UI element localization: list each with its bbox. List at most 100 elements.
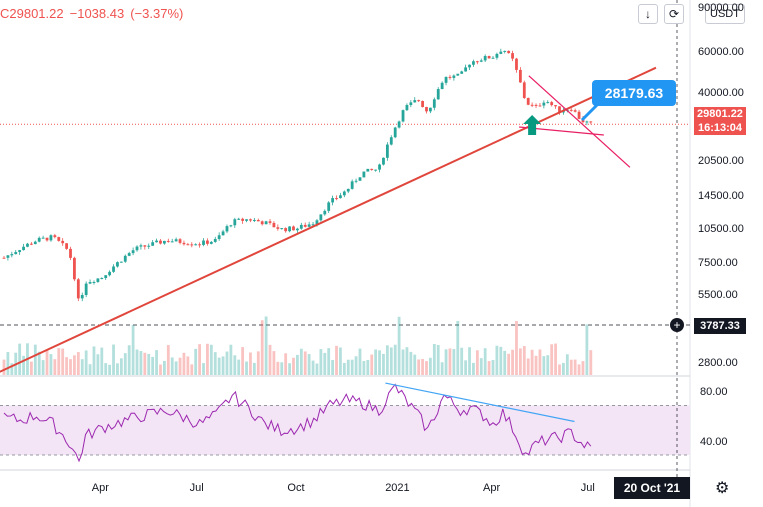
- volume-bar: [452, 349, 456, 375]
- volume-bar: [440, 362, 444, 375]
- volume-bar: [73, 355, 76, 375]
- volume-bar: [162, 360, 166, 375]
- autoscale-icon: ⟳: [668, 7, 680, 21]
- volume-bar: [288, 363, 291, 375]
- volume-bar: [190, 364, 194, 375]
- candle-body: [127, 253, 131, 256]
- volume-bar: [202, 363, 205, 375]
- candle-body: [237, 218, 241, 220]
- volume-bar: [186, 356, 190, 375]
- candle-body: [92, 281, 96, 283]
- candle-body: [366, 168, 370, 172]
- candle-body: [577, 111, 581, 119]
- volume-bar: [84, 350, 88, 375]
- volume-bar: [112, 344, 115, 375]
- volume-bar: [53, 359, 57, 375]
- volume-bar: [37, 351, 41, 375]
- buy-arrow-icon: [523, 115, 542, 135]
- crosshair-date-tag: 20 Oct '21: [614, 477, 690, 499]
- candle-body: [495, 53, 499, 58]
- volume-bar: [315, 363, 319, 375]
- candle-body: [288, 226, 291, 232]
- candle-body: [522, 82, 526, 98]
- volume-bar: [413, 354, 417, 375]
- volume-bar: [252, 362, 256, 375]
- price-axis-tick: 7500.00: [698, 257, 738, 270]
- volume-bar: [358, 348, 362, 375]
- volume-bar: [565, 354, 569, 375]
- candle-body: [49, 235, 53, 241]
- candle-body: [174, 239, 178, 242]
- volume-bar: [511, 349, 514, 375]
- volume-bar: [209, 344, 213, 375]
- candle-body: [354, 180, 358, 182]
- candle-body: [534, 104, 538, 106]
- candle-body: [491, 57, 495, 59]
- candle-body: [303, 224, 307, 227]
- volume-bar: [331, 359, 335, 375]
- volume-bar: [405, 347, 409, 375]
- autoscale-button[interactable]: ⟳: [664, 4, 684, 24]
- scroll-to-latest-button[interactable]: ↓: [638, 4, 658, 24]
- settings-gear-icon[interactable]: ⚙: [715, 480, 730, 497]
- candle-body: [143, 245, 147, 247]
- price-change-percent: (−3.37%): [130, 6, 184, 21]
- time-axis-tick: Apr: [91, 482, 109, 494]
- candle-body: [252, 219, 256, 221]
- volume-bar: [409, 351, 413, 375]
- candle-body: [233, 219, 237, 226]
- volume-bar: [554, 343, 557, 375]
- volume-bar: [131, 324, 135, 375]
- candle-body: [554, 105, 557, 107]
- candle-body: [479, 60, 483, 62]
- current-price-value: 29801.22: [697, 108, 743, 120]
- candle-body: [436, 89, 440, 100]
- volume-bar: [487, 361, 491, 375]
- currency-unit-button[interactable]: USDT: [705, 4, 745, 24]
- candle-body: [182, 242, 186, 245]
- candle-body: [421, 100, 424, 108]
- candle-body: [417, 100, 421, 102]
- volume-bar: [280, 362, 284, 375]
- volume-bar: [33, 344, 37, 375]
- volume-bar: [22, 355, 25, 375]
- volume-bar: [135, 349, 139, 375]
- price-callout[interactable]: 28179.63: [592, 80, 676, 106]
- candle-body: [483, 56, 487, 61]
- bar-countdown: 16:13:04: [697, 122, 743, 134]
- volume-bar: [483, 348, 487, 375]
- add-alert-icon[interactable]: +: [670, 318, 684, 332]
- candle-body: [29, 243, 33, 245]
- price-axis-tick: 2800.00: [698, 357, 738, 370]
- volume-bar: [174, 361, 178, 375]
- candle-body: [155, 240, 158, 243]
- candle-body: [194, 244, 198, 246]
- volume-bar: [159, 364, 162, 375]
- candle-body: [45, 237, 49, 241]
- candle-body: [432, 99, 436, 108]
- volume-bar: [515, 320, 518, 375]
- volume-bar: [18, 343, 22, 375]
- candle-body: [245, 219, 248, 221]
- volume-bar: [432, 344, 436, 375]
- candle-body: [425, 107, 428, 112]
- rsi-divergence-line: [385, 382, 575, 423]
- candle-body: [530, 104, 534, 106]
- volume-bar: [296, 354, 299, 375]
- candle-body: [268, 221, 272, 223]
- volume-bar: [522, 346, 526, 375]
- candle-body: [18, 250, 22, 253]
- volume-bar: [479, 358, 483, 375]
- candle-body: [65, 243, 68, 249]
- volume-bar: [382, 353, 385, 375]
- volume-bar: [65, 357, 68, 375]
- volume-bar: [198, 344, 201, 375]
- volume-bar: [374, 349, 378, 375]
- candle-body: [53, 235, 57, 238]
- volume-bar: [354, 356, 358, 375]
- volume-bar: [530, 349, 534, 375]
- volume-bar: [311, 360, 315, 375]
- candle-body: [511, 53, 514, 59]
- volume-bar: [10, 363, 14, 375]
